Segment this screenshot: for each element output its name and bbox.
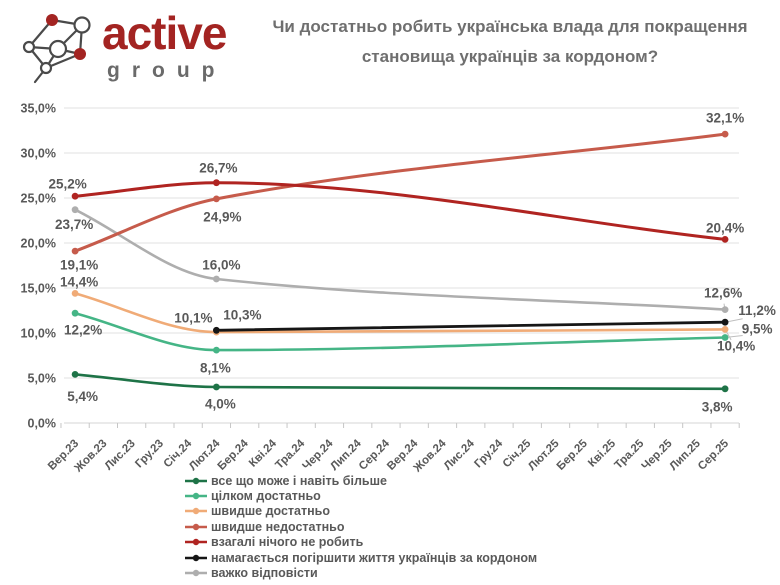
data-point xyxy=(71,290,79,297)
legend-item-6: важко відповісти xyxy=(185,565,537,580)
data-point xyxy=(213,383,220,391)
x-axis-tick-label: Лют.24 xyxy=(187,437,223,473)
data-point xyxy=(71,371,79,378)
data-label: 32,1% xyxy=(706,111,744,126)
legend-marker-icon xyxy=(185,539,207,546)
x-axis-tick-label: Гру.23 xyxy=(133,438,166,471)
data-point xyxy=(721,306,729,313)
legend-label: швидше недостатньо xyxy=(211,519,345,534)
x-axis-tick-label: Бер.24 xyxy=(216,437,252,473)
legend-marker-icon xyxy=(185,569,207,577)
legend-item-1: цілком достатньо xyxy=(185,488,537,503)
data-label: 16,0% xyxy=(202,258,240,273)
legend-item-5: намагається погіршити життя українців за… xyxy=(185,550,537,565)
legend-item-4: взагалі нічого не робить xyxy=(185,535,537,550)
data-point xyxy=(213,195,220,203)
series-line xyxy=(73,292,727,334)
x-axis-tick-label: Лис.23 xyxy=(103,438,138,473)
data-label: 25,2% xyxy=(48,177,86,192)
data-label: 20,4% xyxy=(706,220,744,235)
y-axis-tick-label: 5,0% xyxy=(28,372,57,386)
legend-label: взагалі нічого не робить xyxy=(211,535,364,550)
chart-title: Чи достатньо робить українська влада для… xyxy=(248,12,772,72)
x-axis-tick-label: Бер.25 xyxy=(555,437,591,473)
x-axis-tick-label: Лис.24 xyxy=(442,437,477,472)
y-axis-tick-label: 25,0% xyxy=(21,192,56,206)
data-label: 8,1% xyxy=(200,361,231,376)
legend-item-0: все що може і навіть більше xyxy=(185,473,537,488)
y-axis-tick-label: 35,0% xyxy=(21,102,56,116)
brand-name: active xyxy=(102,7,227,59)
data-label: 12,6% xyxy=(704,286,742,301)
logo: active group xyxy=(0,0,250,95)
x-axis-tick-label: Лют.25 xyxy=(526,437,562,473)
data-point xyxy=(721,334,729,341)
legend-marker-icon xyxy=(185,508,207,515)
x-axis-tick-label: Гру.24 xyxy=(472,437,505,470)
legend-marker-icon xyxy=(185,477,207,484)
data-point xyxy=(721,385,729,393)
data-label: 9,5% xyxy=(742,322,773,337)
series-line xyxy=(73,208,727,311)
data-label: 3,8% xyxy=(702,399,733,414)
data-point xyxy=(213,275,220,283)
y-axis-tick-label: 30,0% xyxy=(21,147,56,161)
x-axis-tick-label: Лип.25 xyxy=(668,437,704,473)
y-axis-tick-label: 0,0% xyxy=(28,417,57,431)
data-label: 26,7% xyxy=(199,161,237,176)
legend-marker-icon xyxy=(185,523,207,531)
brand-subtitle: group xyxy=(107,59,227,82)
data-point xyxy=(721,318,729,326)
data-point xyxy=(71,192,79,200)
series-line xyxy=(73,181,727,241)
series-line xyxy=(73,311,727,352)
legend-marker-icon xyxy=(185,554,207,561)
legend-item-3: швидше недостатньо xyxy=(185,519,537,534)
y-axis-tick-label: 15,0% xyxy=(21,282,56,296)
legend-label: намагається погіршити життя українців за… xyxy=(211,550,538,565)
series-line xyxy=(73,373,727,391)
data-label: 19,1% xyxy=(60,258,98,273)
legend-label: цілком достатньо xyxy=(211,489,321,504)
data-point xyxy=(721,236,729,243)
data-point xyxy=(721,326,729,333)
y-axis-tick-label: 10,0% xyxy=(21,327,56,341)
legend-label: швидше достатньо xyxy=(211,504,330,519)
data-label: 23,7% xyxy=(55,217,93,232)
series-line xyxy=(215,320,727,332)
data-label: 10,1% xyxy=(174,311,212,326)
x-axis-tick-label: Лип.24 xyxy=(328,437,364,473)
chart-legend: все що може і навіть більше цілком достат… xyxy=(185,473,537,581)
data-label: 11,2% xyxy=(738,303,776,318)
x-axis-tick-label: Сер.25 xyxy=(696,437,732,473)
data-point xyxy=(71,247,79,255)
legend-label: важко відповісти xyxy=(211,566,318,581)
data-point xyxy=(71,309,79,317)
legend-marker-icon xyxy=(185,492,207,500)
data-point xyxy=(213,326,220,334)
data-point xyxy=(213,346,220,354)
series-line xyxy=(73,132,727,253)
chart-title-line2: становища українців за кордоном? xyxy=(361,47,659,66)
data-label: 14,4% xyxy=(60,274,98,289)
legend-item-2: швидше достатньо xyxy=(185,504,537,519)
network-icon xyxy=(22,14,91,84)
data-label: 4,0% xyxy=(205,397,236,412)
data-point xyxy=(71,206,79,214)
data-label: 10,3% xyxy=(223,307,261,322)
data-point xyxy=(721,130,729,138)
data-point xyxy=(213,179,220,187)
data-label: 12,2% xyxy=(64,323,102,338)
data-label: 10,4% xyxy=(717,338,755,353)
data-label: 24,9% xyxy=(203,209,241,224)
legend-label: все що може і навіть більше xyxy=(211,473,387,488)
chart-title-line1: Чи достатньо робить українська влада для… xyxy=(272,17,748,36)
data-label: 5,4% xyxy=(67,389,98,404)
y-axis-tick-label: 20,0% xyxy=(21,237,56,251)
